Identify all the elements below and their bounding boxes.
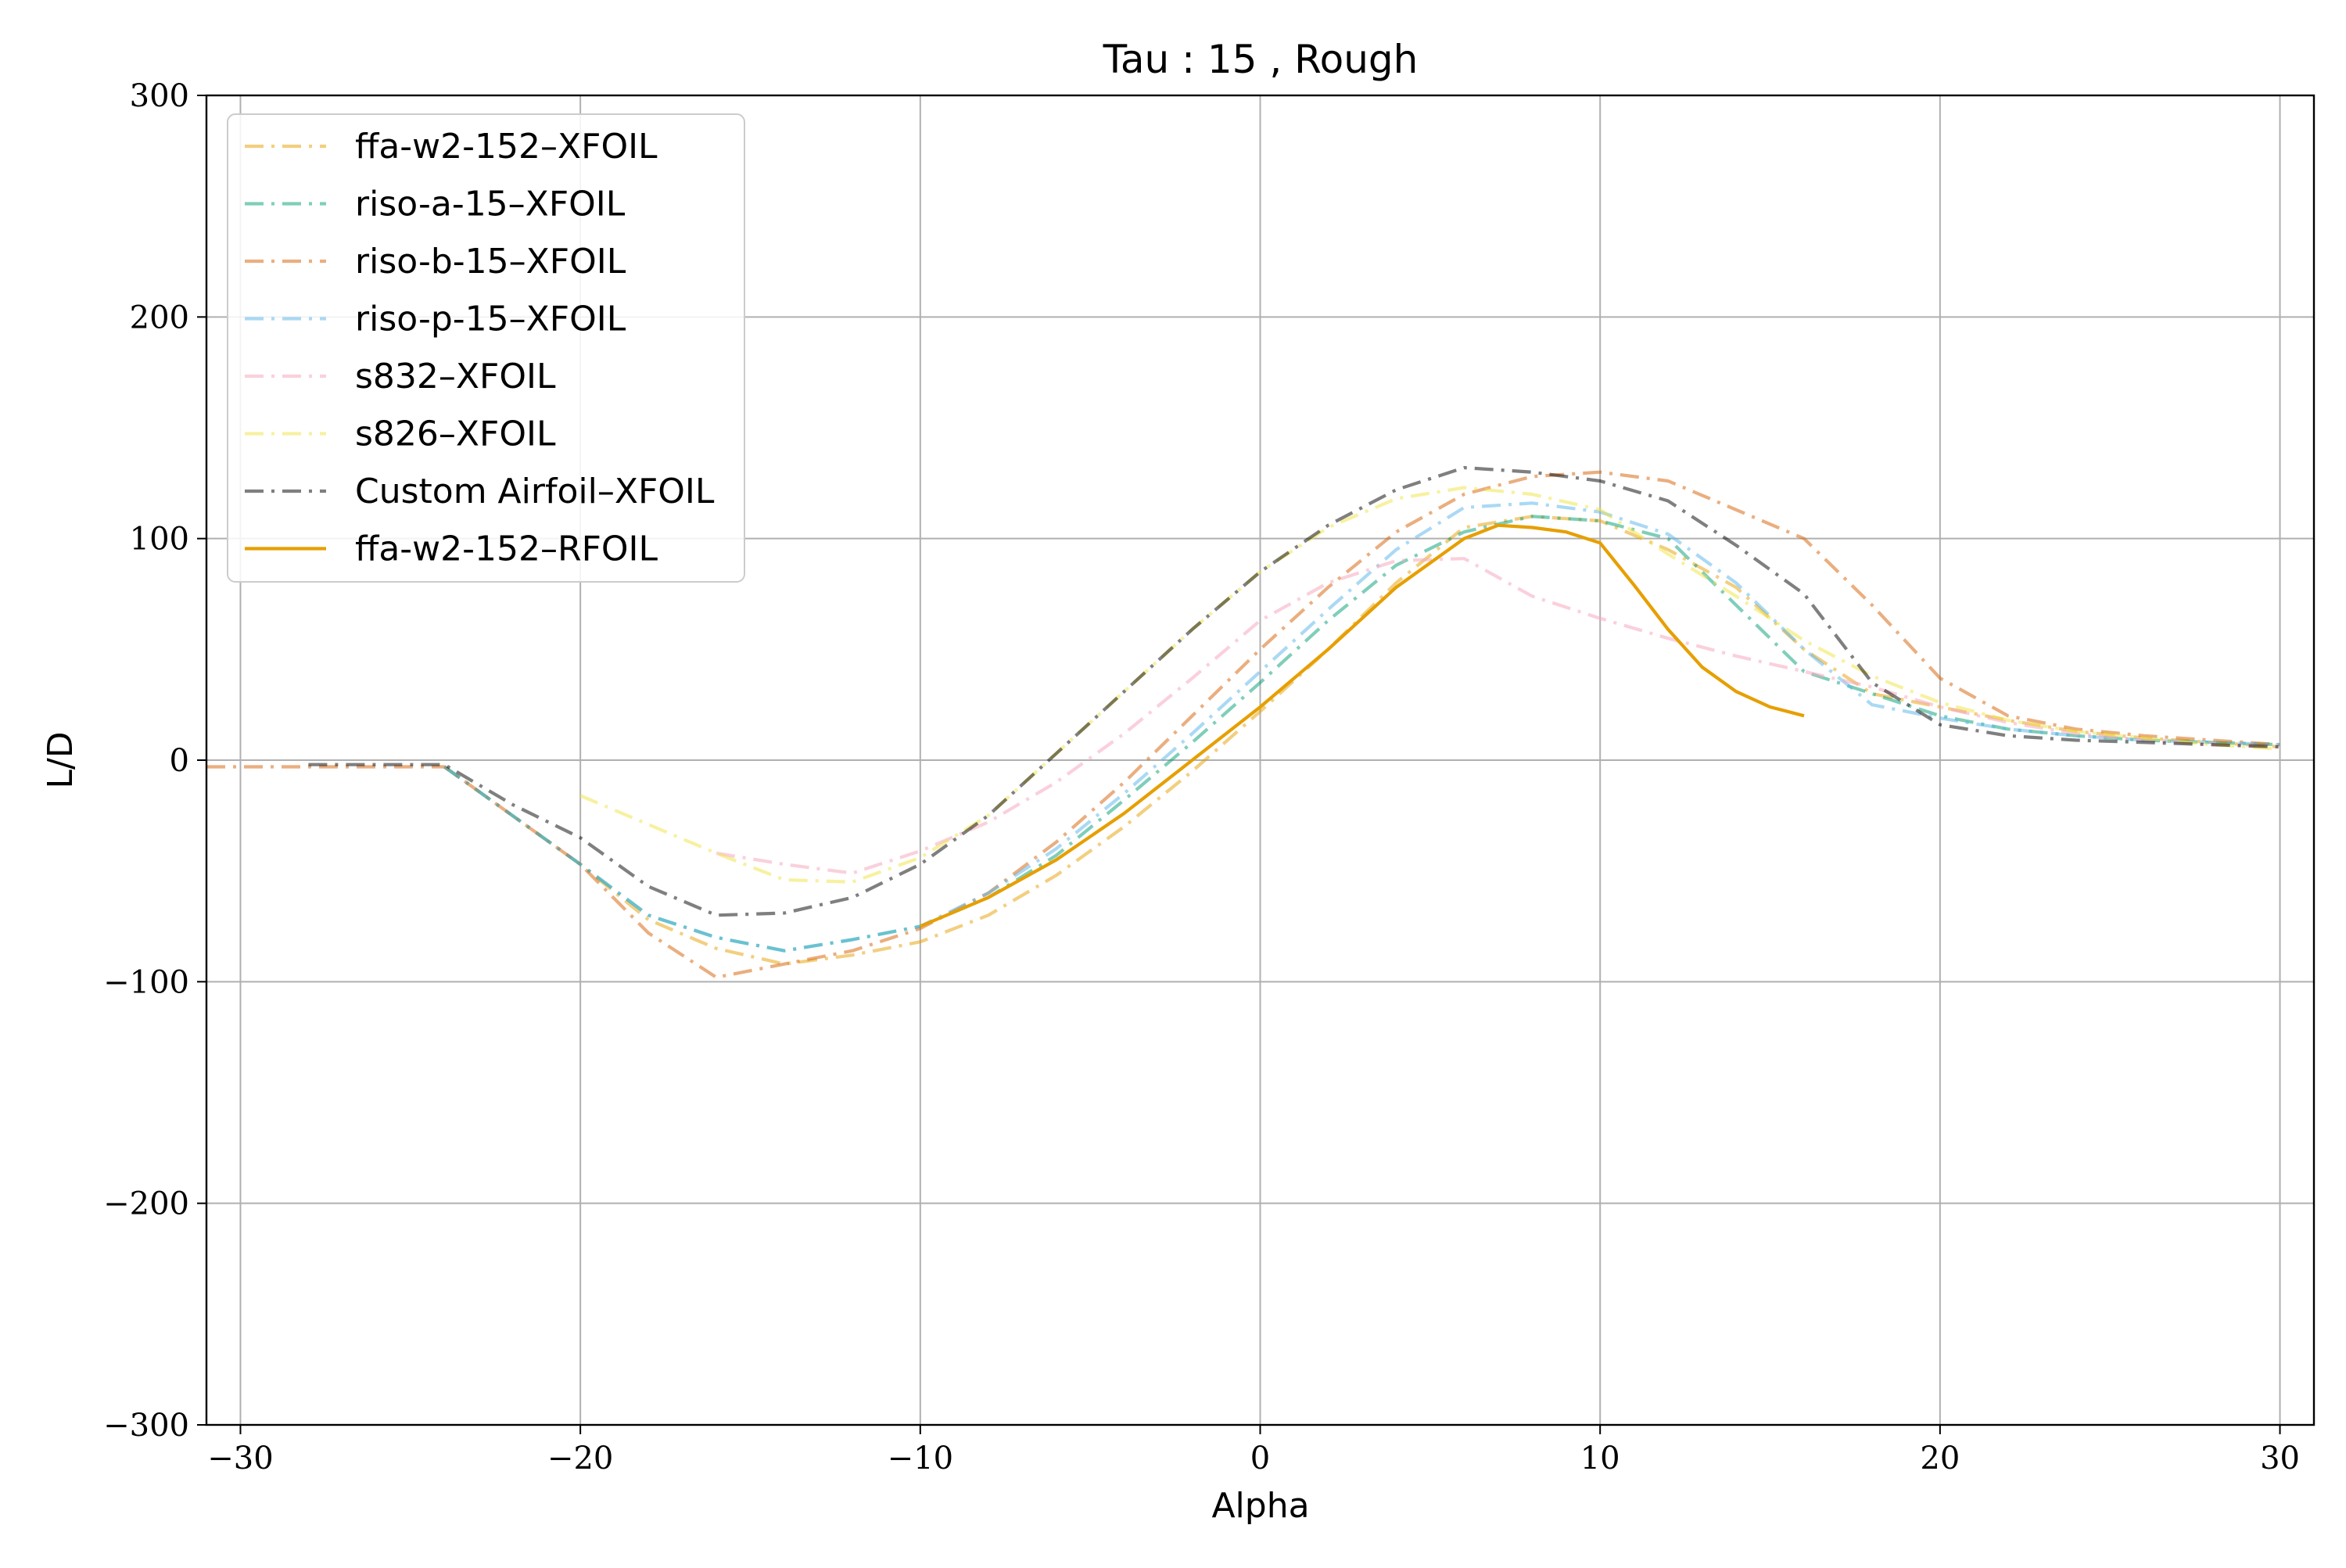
legend-label: riso-b-15–XFOIL: [355, 242, 626, 282]
series-line: [919, 523, 1805, 928]
y-tick-label: −300: [103, 1408, 189, 1444]
x-tick-label: −30: [207, 1441, 273, 1477]
legend-label: riso-a-15–XFOIL: [355, 185, 626, 224]
x-axis-label: Alpha: [1211, 1486, 1309, 1526]
legend-label: s832–XFOIL: [355, 357, 556, 396]
x-tick-label: 0: [1250, 1441, 1270, 1477]
y-tick-label: 300: [130, 78, 189, 114]
series-line: [443, 515, 2280, 966]
y-tick-label: 200: [130, 300, 189, 335]
x-tick-label: −20: [547, 1441, 613, 1477]
series-lines: [206, 465, 2280, 979]
legend-label: s826–XFOIL: [355, 414, 556, 454]
x-tick-label: 10: [1580, 1441, 1620, 1477]
y-tick-label: −100: [103, 964, 189, 1000]
legend-label: ffa-w2-152–RFOIL: [355, 529, 658, 569]
series-line: [716, 557, 2280, 875]
y-tick-label: 100: [130, 522, 189, 558]
y-tick-label: 0: [170, 743, 189, 779]
series-line: [579, 486, 2280, 884]
legend-label: riso-p-15–XFOIL: [355, 300, 626, 339]
legend-box: [227, 113, 745, 583]
legend-label: ffa-w2-152–XFOIL: [355, 127, 658, 167]
legend-label: Custom Airfoil–XFOIL: [355, 472, 715, 511]
y-axis-label: L/D: [41, 731, 81, 788]
y-tick-label: −200: [103, 1186, 189, 1222]
chart-title: Tau : 15 , Rough: [1103, 37, 1419, 82]
series-line: [308, 465, 2280, 917]
x-tick-label: 30: [2260, 1441, 2300, 1477]
x-tick-label: 20: [1920, 1441, 1960, 1477]
legend: ffa-w2-152–XFOIL riso-a-15–XFOIL riso-b-15…: [227, 113, 745, 583]
series-line: [443, 501, 2280, 953]
x-tick-label: −10: [888, 1441, 953, 1477]
